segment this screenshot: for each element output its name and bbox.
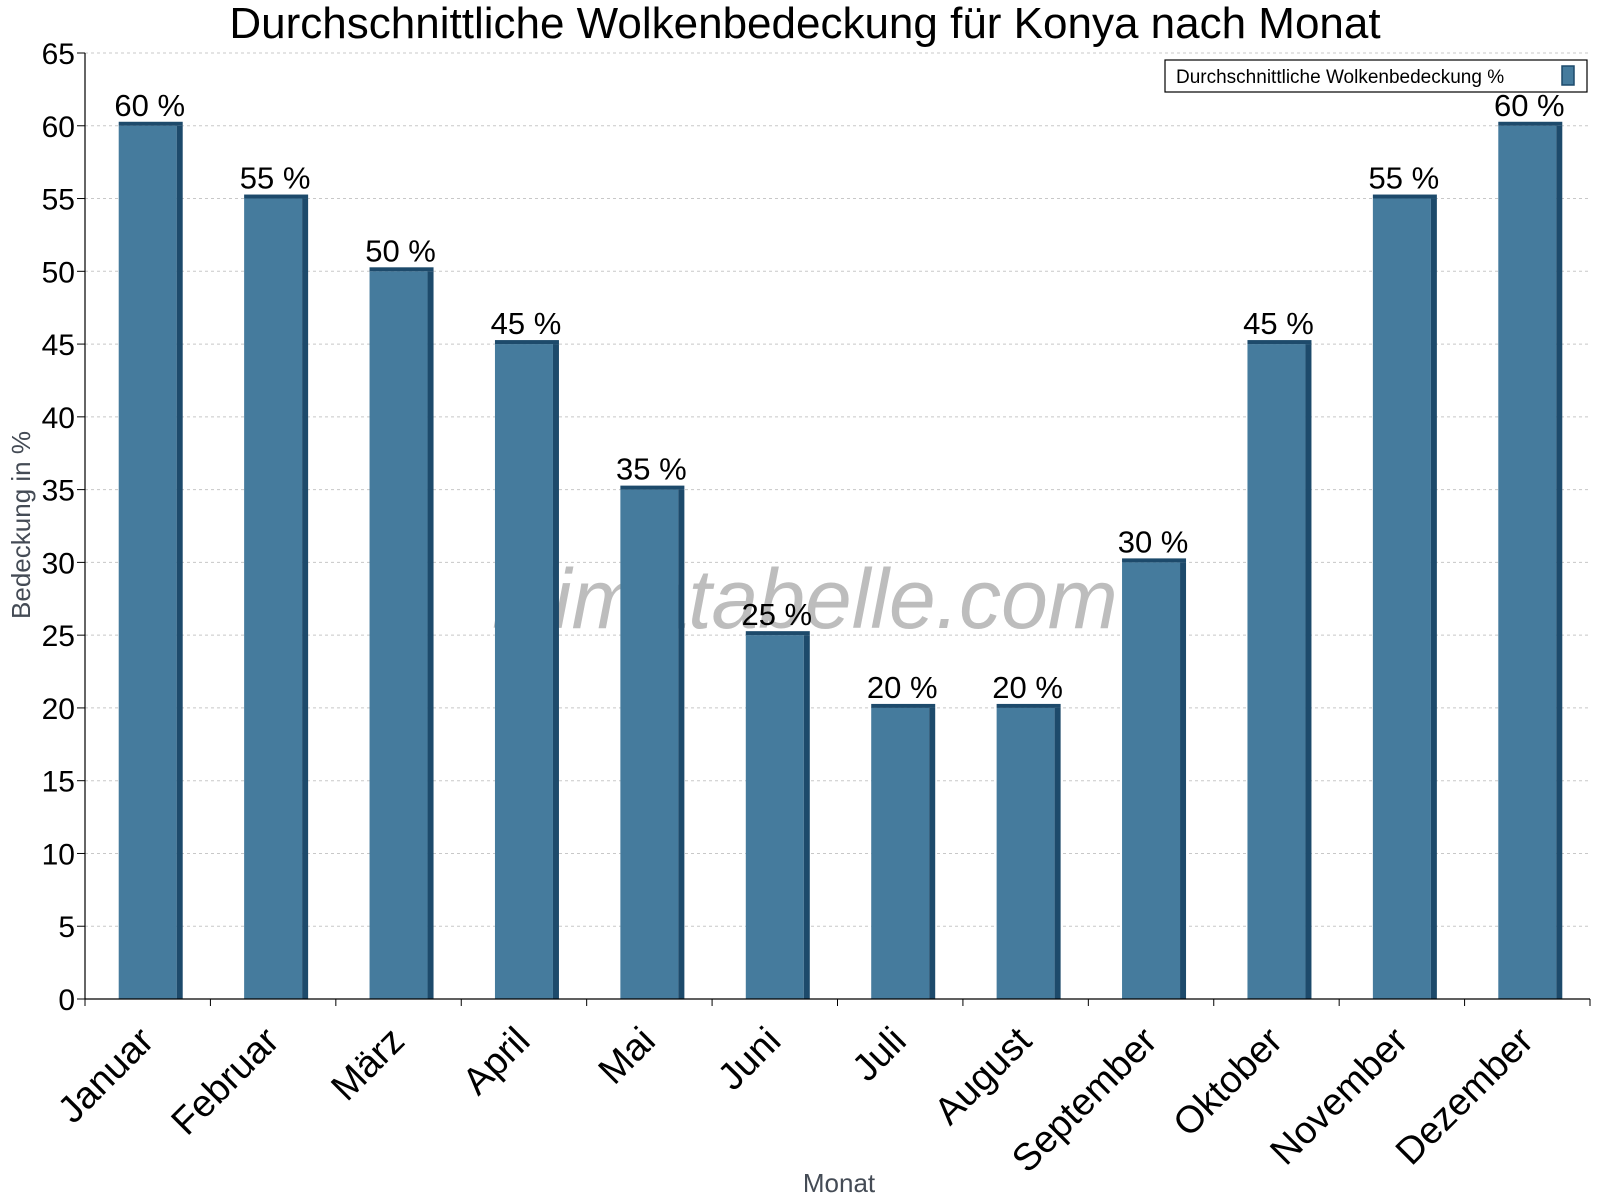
bar-side [302,198,309,1000]
bar-top [1498,121,1563,126]
bar-top [1247,340,1312,345]
y-tick-label: 65 [42,38,75,71]
bar-top [1372,194,1437,199]
bar-februar [244,194,309,1000]
bars [118,121,1563,1000]
y-tick-label: 30 [42,547,75,580]
bar-juni [745,631,810,999]
bar-januar [118,121,183,1000]
bar-november [1372,194,1437,1000]
y-tick-label: 15 [42,766,75,799]
y-tick-label: 40 [42,402,75,435]
data-label: 20 % [867,670,938,705]
bar-side [1054,707,1061,999]
bar-top [871,703,936,708]
bar-face [244,198,303,1000]
bar-face [369,271,428,999]
y-tick-label: 0 [58,984,75,1017]
data-label: 20 % [992,670,1063,705]
bar-august [996,703,1061,999]
data-label: 45 % [1243,306,1314,341]
bar-side [678,489,685,999]
bar-top [620,485,685,490]
bar-oktober [1247,340,1312,1000]
y-tick-label: 20 [42,693,75,726]
data-label: 60 % [114,88,185,123]
bar-side [1430,198,1437,1000]
bar-april [494,340,559,1000]
y-tick-label: 5 [58,911,75,944]
bar-face [1498,125,1557,1000]
bar-face [1247,344,1306,1000]
x-tick-label: Mai [591,1020,664,1093]
bar-side [427,271,434,999]
x-tick-label: Januar [50,1019,162,1131]
x-tick-label: Oktober [1166,1019,1292,1145]
bar-mai [620,485,685,999]
bar-side [1305,344,1312,1000]
x-tick-label: März [323,1020,412,1109]
bar-top [118,121,183,126]
y-tick-label: 60 [42,111,75,144]
x-tick-label: Februar [164,1019,288,1143]
data-label: 35 % [616,452,687,487]
x-tick-label: Dezember [1388,1019,1542,1173]
bar-face [1372,198,1431,1000]
gridlines [85,52,1590,927]
bar-side [803,635,810,999]
bar-top [1122,558,1187,563]
data-labels: 60 % 55 % 50 % 45 % 35 % 25 % 20 % 20 % 30 % 45 %… [114,88,1564,705]
y-tick-label: 25 [42,620,75,653]
bar-side [552,344,559,1000]
bar-september [1122,558,1187,999]
bar-face [118,125,177,1000]
bar-top [369,267,434,272]
x-axis-title: Monat [803,1168,876,1198]
bar-top [244,194,309,199]
legend-swatch [1561,65,1575,86]
x-tick-label: April [455,1020,538,1103]
y-tick-label: 10 [42,838,75,871]
bar-side [176,125,183,1000]
bar-face [996,707,1055,999]
bar-side [1556,125,1563,1000]
bar-side [929,707,936,999]
data-label: 45 % [491,306,562,341]
bar-face [1122,562,1181,999]
y-tick-label: 50 [42,256,75,289]
data-label: 55 % [1369,161,1440,196]
bar-side [1180,562,1187,999]
bar-face [745,635,804,999]
y-tick-label: 45 [42,329,75,362]
watermark: klimatabelle.com [492,552,1118,646]
legend-box [1164,59,1588,93]
chart-title: Durchschnittliche Wolkenbedeckung für Ko… [229,0,1380,48]
bar-top [996,703,1061,708]
x-tick-label: Juni [710,1020,789,1099]
x-tick-label: Juli [845,1020,915,1090]
bar-dezember [1498,121,1563,1000]
bar-face [871,707,930,999]
data-label: 60 % [1494,88,1565,123]
bar-face [494,344,553,1000]
y-tick-label: 55 [42,184,75,217]
bar-märz [369,267,434,999]
bar-face [620,489,679,999]
data-label: 25 % [741,597,812,632]
bar-top [494,340,559,345]
bar-top [745,631,810,636]
data-label: 55 % [240,161,311,196]
y-axis-title: Bedeckung in % [6,431,36,619]
x-tick-label: August [927,1019,1041,1133]
y-tick-label: 35 [42,475,75,508]
data-label: 30 % [1118,524,1189,559]
bar-juli [871,703,936,999]
legend: Durchschnittliche Wolkenbedeckung % [1164,59,1588,93]
data-label: 50 % [365,233,436,268]
legend-label: Durchschnittliche Wolkenbedeckung % [1176,67,1504,88]
